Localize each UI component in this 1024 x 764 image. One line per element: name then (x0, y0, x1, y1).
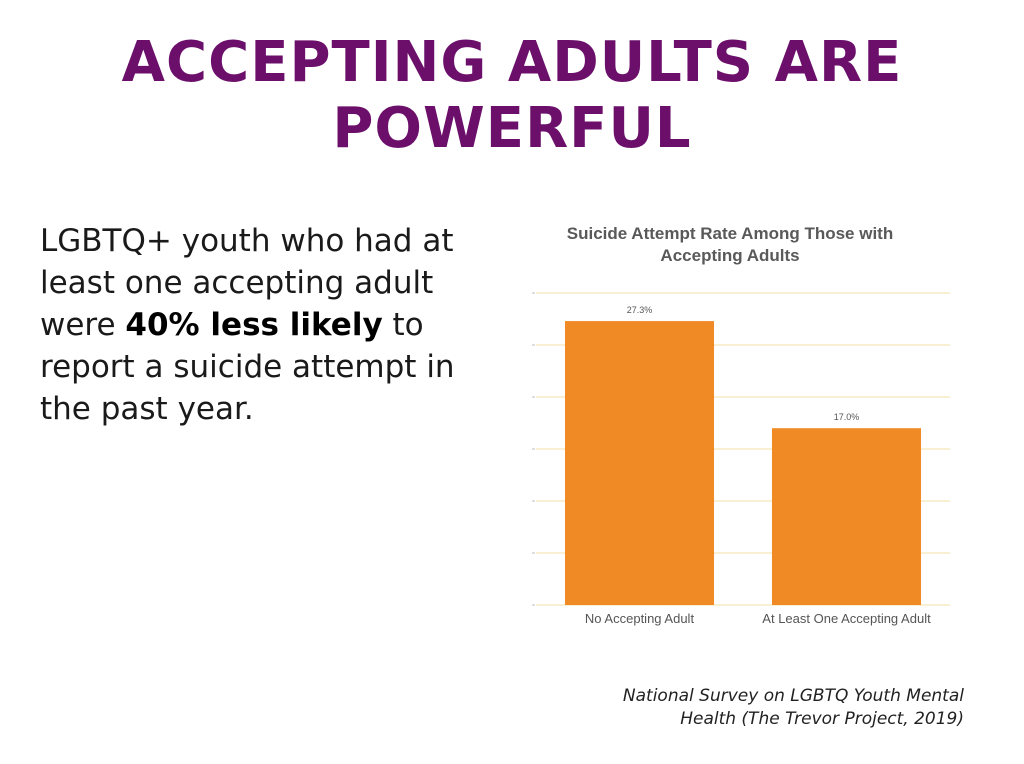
chart-plot: 27.3% No Accepting Adult 17.0% At Least One… (532, 292, 950, 626)
key-finding-text: LGBTQ+ youth who had at least one accept… (40, 220, 480, 430)
chart-title-line-1: Suicide Attempt Rate Among Those with (566, 224, 894, 243)
source-line-2: Health (The Trevor Project, 2019) (680, 709, 964, 729)
slide-title-line-1: ACCEPTING ADULTS ARE (121, 30, 903, 95)
key-finding-post: to report a suicide attempt in the past … (40, 307, 455, 427)
slide-title: ACCEPTING ADULTS ARE POWERFUL (0, 30, 1024, 162)
chart-title-line-2: Accepting Adults (660, 246, 800, 265)
source-citation: National Survey on LGBTQ Youth Mental He… (544, 685, 964, 731)
bar-value-label: 27.3% (627, 305, 653, 315)
bar (771, 428, 922, 605)
source-line-1: National Survey on LGBTQ Youth Mental (622, 686, 964, 706)
slide-title-line-2: POWERFUL (332, 96, 692, 161)
chart-title: Suicide Attempt Rate Among Those with Ac… (520, 223, 940, 267)
key-finding-emphasis: 40% less likely (125, 307, 383, 343)
key-finding-pre: LGBTQ+ youth who had at least one accept… (40, 223, 454, 343)
x-tick-label: No Accepting Adult (585, 611, 695, 626)
bar-chart: Suicide Attempt Rate Among Those with Ac… (520, 215, 970, 635)
bar (564, 321, 715, 605)
x-tick-label: At Least One Accepting Adult (762, 611, 931, 626)
bar-value-label: 17.0% (834, 412, 860, 422)
